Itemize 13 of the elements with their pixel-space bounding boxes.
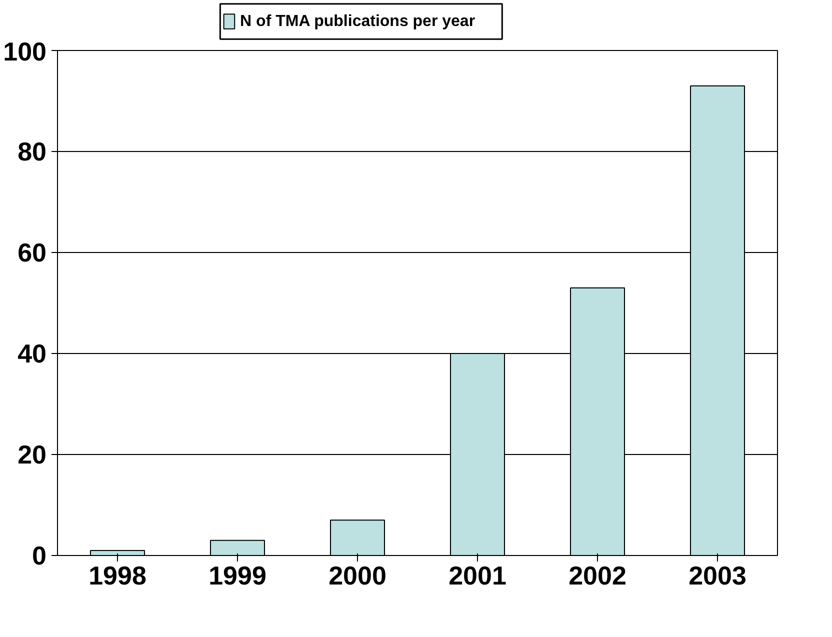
y-tick-label: 40 (18, 338, 46, 368)
y-tick-label: 100 (3, 36, 47, 66)
x-tick-label: 2000 (328, 560, 386, 590)
x-tick-label: 2002 (568, 560, 626, 590)
x-tick-label: 1998 (88, 560, 146, 590)
x-tick-label: 2003 (688, 560, 746, 590)
x-tick-label: 1999 (208, 560, 266, 590)
y-tick-label: 60 (18, 238, 46, 268)
legend-label: N of TMA publications per year (240, 13, 476, 30)
y-tick-label: 20 (18, 440, 46, 470)
x-tick-label: 2001 (448, 560, 506, 590)
y-tick-label: 80 (18, 136, 46, 166)
y-tick-label: 0 (32, 540, 47, 570)
